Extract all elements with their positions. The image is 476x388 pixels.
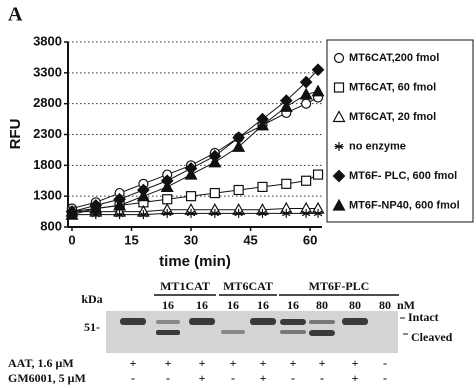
sign: + bbox=[130, 356, 137, 370]
sign: - bbox=[320, 371, 324, 385]
sign: + bbox=[290, 356, 297, 370]
group-label: MT1CAT bbox=[160, 279, 210, 293]
marker bbox=[187, 192, 196, 201]
marker bbox=[302, 99, 311, 108]
legend-box bbox=[327, 40, 473, 222]
concentration: 16 bbox=[196, 298, 208, 312]
sign: - bbox=[231, 371, 235, 385]
marker bbox=[258, 182, 267, 191]
concentration: 80 bbox=[379, 298, 391, 312]
sign: + bbox=[199, 371, 206, 385]
row-label: AAT, 1.6 μM bbox=[8, 356, 74, 370]
marker bbox=[314, 170, 323, 179]
y-axis-label: RFU bbox=[7, 119, 24, 150]
legend-label: MT6F- PLC, 600 fmol bbox=[349, 170, 457, 182]
x-axis-label: time (min) bbox=[159, 253, 231, 270]
sign: + bbox=[199, 356, 206, 370]
x-tick-label: 60 bbox=[303, 232, 317, 247]
legend-label: MT6CAT, 20 fmol bbox=[349, 111, 436, 123]
mw-marker: 51- bbox=[84, 320, 100, 334]
band bbox=[309, 320, 335, 324]
group-label: MT6F-PLC bbox=[309, 279, 370, 293]
marker bbox=[313, 86, 324, 96]
sign: - bbox=[383, 356, 387, 370]
row-label: GM6001, 5 μM bbox=[8, 371, 86, 385]
band bbox=[280, 330, 306, 334]
series-line bbox=[72, 70, 318, 212]
band bbox=[250, 318, 276, 325]
sign: + bbox=[352, 356, 359, 370]
marker bbox=[302, 176, 311, 185]
band bbox=[221, 330, 245, 334]
sign: - bbox=[166, 371, 170, 385]
y-tick-label: 1800 bbox=[33, 157, 62, 172]
concentration: 80 bbox=[349, 298, 361, 312]
y-tick-label: 2800 bbox=[33, 95, 62, 110]
sign: - bbox=[383, 371, 387, 385]
band bbox=[342, 318, 368, 325]
band bbox=[280, 319, 306, 325]
concentration: 16 bbox=[257, 298, 269, 312]
band-label: Intact bbox=[408, 310, 439, 324]
marker bbox=[234, 186, 243, 195]
marker bbox=[163, 195, 172, 204]
x-tick-label: 45 bbox=[243, 232, 257, 247]
group-label: MT6CAT bbox=[223, 279, 273, 293]
sign: + bbox=[260, 371, 267, 385]
sign: - bbox=[291, 371, 295, 385]
legend-marker bbox=[335, 54, 344, 63]
x-tick-label: 0 bbox=[68, 232, 75, 247]
legend-label: no enzyme bbox=[349, 140, 406, 152]
concentration: 16 bbox=[227, 298, 239, 312]
x-tick-label: 30 bbox=[184, 232, 198, 247]
band bbox=[156, 320, 180, 324]
legend-label: MT6CAT,200 fmol bbox=[349, 52, 439, 64]
band bbox=[120, 318, 146, 325]
sign: + bbox=[319, 356, 326, 370]
sign: + bbox=[230, 356, 237, 370]
figure: A RFU time (min) kDa 51- nM Intact Cleav… bbox=[0, 0, 476, 388]
sign: - bbox=[131, 371, 135, 385]
band bbox=[309, 330, 335, 336]
legend-label: MT6F-NP40, 600 fmol bbox=[349, 199, 460, 211]
sign: + bbox=[165, 356, 172, 370]
marker bbox=[210, 189, 219, 198]
band-label: Cleaved bbox=[411, 330, 453, 344]
y-tick-label: 800 bbox=[40, 218, 62, 233]
figure-svg: A RFU time (min) kDa 51- nM Intact Cleav… bbox=[0, 0, 476, 388]
panel-label: A bbox=[8, 4, 23, 26]
concentration: 16 bbox=[287, 298, 299, 312]
y-tick-label: 3300 bbox=[33, 64, 62, 79]
sign: + bbox=[260, 356, 267, 370]
y-tick-label: 3800 bbox=[33, 33, 62, 48]
concentration: 80 bbox=[316, 298, 328, 312]
legend-marker bbox=[335, 83, 344, 92]
concentration: 16 bbox=[162, 298, 174, 312]
mw-unit: kDa bbox=[81, 292, 102, 306]
band bbox=[156, 330, 180, 335]
marker bbox=[282, 179, 291, 188]
gel-image bbox=[106, 311, 398, 353]
legend-label: MT6CAT, 60 fmol bbox=[349, 81, 436, 93]
y-tick-label: 1300 bbox=[33, 188, 62, 203]
sign: + bbox=[352, 371, 359, 385]
y-tick-label: 2300 bbox=[33, 126, 62, 141]
band bbox=[189, 318, 215, 325]
x-tick-label: 15 bbox=[124, 232, 138, 247]
